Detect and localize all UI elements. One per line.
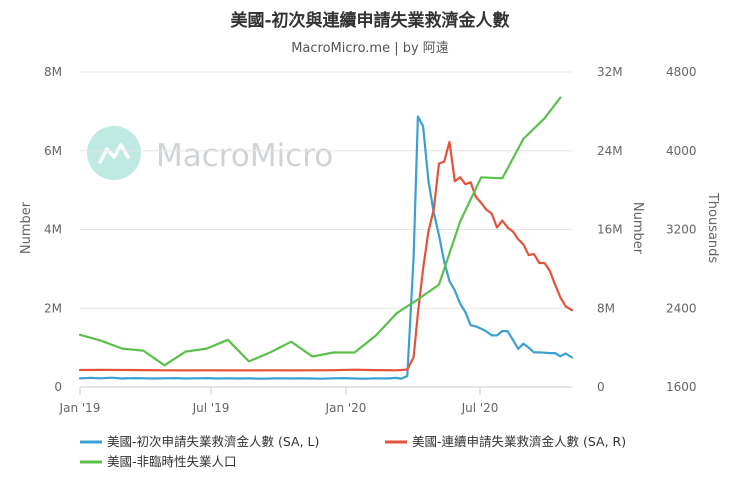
watermark: MacroMicro (87, 126, 333, 180)
chart-subtitle: MacroMicro.me | by 阿遠 (291, 41, 449, 56)
legend-item-permanent-unemployed[interactable]: 美國-非臨時性失業人口 (80, 454, 237, 469)
far-right-tick-label: 4800 (666, 65, 697, 79)
left-axis-ticks: 0 2M 4M 6M 8M (44, 65, 62, 394)
far-right-axis-ticks: 1600 2400 3200 4000 4800 (666, 65, 697, 394)
gridlines (80, 71, 572, 388)
series-line-permanent-unemployed[interactable] (78, 96, 562, 367)
left-tick-label: 0 (54, 380, 62, 394)
far-right-tick-label: 3200 (666, 223, 697, 237)
x-axis-ticks: Jan '19 Jul '19 Jan '20 Jul '20 (59, 387, 499, 415)
left-tick-label: 8M (44, 65, 62, 79)
legend-item-initial-claims[interactable]: 美國-初次申請失業救濟金人數 (SA, L) (80, 434, 319, 449)
right-tick-label: 32M (597, 65, 623, 79)
legend-label-initial-claims: 美國-初次申請失業救濟金人數 (SA, L) (107, 434, 319, 449)
right-axis-ticks: 0 8M 16M 24M 32M (597, 65, 623, 394)
watermark-logo-mark (98, 143, 130, 164)
far-right-tick-label: 4000 (666, 144, 697, 158)
right-tick-label: 24M (597, 144, 623, 158)
left-tick-label: 4M (44, 223, 62, 237)
legend-label-permanent-unemployed: 美國-非臨時性失業人口 (107, 454, 237, 469)
right-tick-label: 16M (597, 223, 623, 237)
watermark-text: MacroMicro (156, 138, 333, 174)
series-line-initial-claims[interactable] (78, 115, 574, 380)
far-right-tick-label: 2400 (666, 301, 697, 315)
legend: 美國-初次申請失業救濟金人數 (SA, L) 美國-連續申請失業救濟金人數 (S… (80, 434, 626, 469)
left-tick-label: 6M (44, 144, 62, 158)
series-lines (78, 96, 574, 380)
x-tick-label: Jul '19 (192, 401, 230, 415)
legend-label-continuing-claims: 美國-連續申請失業救濟金人數 (SA, R) (412, 434, 626, 449)
left-axis-label: Number (19, 201, 34, 254)
watermark-logo-icon (87, 126, 141, 180)
legend-item-continuing-claims[interactable]: 美國-連續申請失業救濟金人數 (SA, R) (385, 434, 626, 449)
series-line-continuing-claims[interactable] (78, 140, 574, 372)
x-tick-label: Jan '20 (325, 401, 367, 415)
right-axis-label: Number (630, 202, 645, 255)
x-tick-label: Jan '19 (59, 401, 101, 415)
far-right-axis-label: Thousands (705, 192, 720, 264)
chart-title: 美國-初次與連續申請失業救濟金人數 (230, 10, 509, 31)
left-tick-label: 2M (44, 301, 62, 315)
right-tick-label: 0 (597, 380, 605, 394)
right-tick-label: 8M (597, 301, 615, 315)
far-right-tick-label: 1600 (666, 380, 697, 394)
x-tick-label: Jul '20 (461, 401, 499, 415)
